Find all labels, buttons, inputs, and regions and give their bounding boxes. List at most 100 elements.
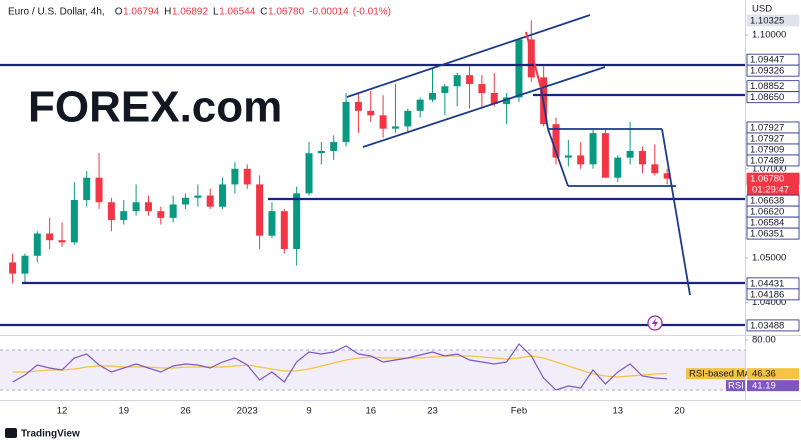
ohlc-value: 1.06544 [219, 7, 256, 18]
x-tick-label: 26 [180, 406, 191, 417]
candle-body [626, 150, 634, 158]
rsi-band [0, 350, 745, 390]
price-label: 1.03488 [750, 320, 784, 331]
candle-body [58, 240, 66, 243]
channel-upper [346, 14, 591, 98]
price-label-box [746, 91, 800, 104]
price-label: 1.10325 [750, 16, 784, 27]
candle-body [367, 110, 375, 116]
rsi-tick-label: 80.00 [752, 335, 776, 346]
x-tick-label: 12 [57, 406, 68, 417]
candle-body [169, 204, 177, 218]
price-axis: USD 1.10000 1.07000 1.05000 1.04000 1.10325 1… [745, 4, 800, 346]
candle-body [305, 153, 313, 194]
candle-body [577, 155, 585, 165]
candle-body [342, 101, 350, 143]
rsi-value: 41.19 [752, 381, 776, 392]
channel-lower [362, 66, 606, 148]
candle-body [478, 84, 486, 93]
countdown-box [747, 184, 799, 196]
candle-body [663, 173, 671, 179]
price-label-box [746, 319, 800, 332]
candle-body [429, 92, 436, 100]
candle-body [515, 39, 523, 98]
drawings [0, 14, 745, 331]
price-label: 1.06620 [750, 207, 784, 218]
x-tick-label: Feb [511, 406, 527, 417]
candle-body [416, 99, 424, 111]
ohlc-key: O [115, 7, 123, 18]
x-tick-label: 19 [118, 406, 129, 417]
header: Euro / U.S. Dollar, 4h, O 1.06794 H 1.06892 L… [8, 7, 391, 18]
candle-body [638, 150, 646, 165]
rsi-value-box [747, 380, 799, 392]
candle-body [527, 39, 535, 78]
symbol-title: Euro / U.S. Dollar, 4h, [8, 7, 105, 18]
rsi-ma-tag [686, 368, 745, 380]
candle-body [379, 115, 387, 129]
price-label: 1.04431 [750, 278, 784, 289]
price-label: 1.09447 [750, 55, 784, 66]
rsi-pane: RSI-based MA 46.36 RSI 41.19 [12, 343, 799, 392]
y-tick-label: 1.05000 [752, 253, 786, 264]
candle-body [552, 124, 560, 158]
candle-body [219, 184, 227, 207]
ohlc-value: 1.06794 [123, 7, 160, 18]
tv-icon [5, 428, 17, 438]
trend-red [525, 31, 542, 89]
change: -0.00014 [309, 7, 349, 18]
ohlc-key: C [260, 7, 267, 18]
candle-body [453, 75, 461, 87]
candle-body [317, 150, 325, 154]
y-tick-label: 1.10000 [752, 30, 786, 41]
candle-body [243, 168, 251, 185]
candle-body [503, 97, 511, 105]
rsi-ma-value-box [747, 368, 799, 380]
price-label-box [746, 154, 800, 167]
candle-body [330, 142, 338, 151]
price-label-box [746, 64, 800, 77]
ohlc-value: 1.06780 [268, 7, 305, 18]
price-label: 1.07909 [750, 144, 784, 155]
candle-body [391, 126, 399, 129]
price-label: 1.06351 [750, 229, 784, 240]
candle-body [280, 211, 288, 250]
candle-body [33, 233, 41, 256]
candle-body [256, 184, 264, 236]
x-tick-label: 13 [612, 406, 623, 417]
candle-body [120, 211, 128, 221]
y-tick-label: 1.04000 [752, 297, 786, 308]
candle-body [614, 157, 622, 178]
candle-body [651, 164, 659, 174]
rsi-tag [726, 380, 745, 392]
candle-body [589, 133, 597, 165]
candle-body [194, 195, 202, 198]
logo: FOREX.com [28, 83, 282, 132]
projection-line [661, 128, 691, 296]
x-tick-label: 9 [306, 406, 311, 417]
price-label: 1.06584 [750, 218, 784, 229]
candles [9, 20, 671, 284]
x-tick-label: 2023 [237, 406, 258, 417]
price-label: 1.06780 [750, 174, 784, 185]
price-label: 1.06638 [750, 196, 784, 207]
candle-body [206, 195, 214, 207]
rsi-label: RSI [728, 381, 744, 392]
candle-body [107, 202, 115, 221]
ohlc-key: L [213, 7, 219, 18]
price-label-box [746, 288, 800, 301]
candle-body [293, 193, 301, 250]
candle-body [46, 233, 54, 241]
rsi-ma-value: 46.36 [752, 369, 776, 380]
candle-body [83, 177, 91, 201]
candle-body [231, 168, 239, 185]
price-label-box [746, 14, 800, 27]
candle-body [466, 75, 474, 85]
ohlc-value: 1.06892 [172, 7, 209, 18]
candle-body [21, 255, 29, 274]
candle-body [9, 262, 17, 274]
candle-body [601, 133, 609, 178]
